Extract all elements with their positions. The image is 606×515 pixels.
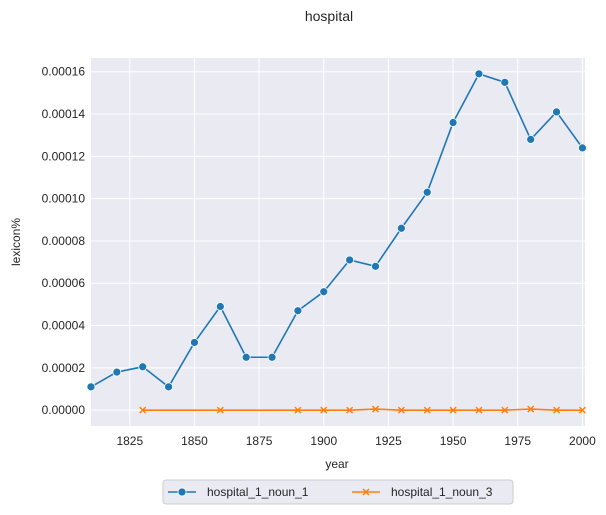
legend-marker-series-2 — [362, 488, 370, 496]
data-point — [578, 406, 586, 414]
data-point — [397, 406, 405, 414]
series-line — [90, 73, 584, 388]
y-tick-label: 0.00012 — [42, 149, 86, 163]
series-2 — [139, 405, 586, 414]
data-point — [526, 135, 536, 144]
y-axis-label: lexicon% — [9, 218, 23, 266]
series-line — [142, 408, 583, 411]
data-point — [112, 367, 122, 377]
x-tick-label: 1975 — [504, 434, 531, 448]
data-point — [371, 405, 380, 413]
data-point — [448, 118, 458, 127]
x-tick-labels: 1825 1850 1875 1900 1925 1950 1975 2000 — [116, 434, 596, 448]
x-tick-label: 1825 — [116, 434, 143, 448]
data-point — [449, 406, 457, 414]
data-point — [294, 406, 302, 414]
x-tick-label: 1950 — [440, 434, 467, 448]
data-point — [396, 223, 406, 233]
data-point — [138, 362, 148, 372]
data-point — [267, 352, 277, 362]
series-1 — [86, 69, 587, 392]
data-point — [293, 306, 303, 316]
data-point — [423, 406, 431, 414]
data-point — [475, 406, 483, 414]
data-point — [241, 352, 251, 362]
y-tick-labels: 0.00000 0.00002 0.00004 0.00006 0.00008 0.000… — [42, 65, 86, 417]
data-point — [422, 187, 432, 197]
data-point — [474, 69, 484, 79]
y-gridlines — [91, 71, 585, 411]
y-tick-label: 0.00008 — [42, 234, 86, 248]
y-tick-label: 0.00000 — [42, 403, 86, 417]
y-tick-label: 0.00010 — [42, 192, 86, 206]
y-tick-label: 0.00002 — [42, 361, 86, 375]
data-point — [215, 302, 225, 311]
series-layer — [86, 69, 587, 414]
legend-label-series-2: hospital_1_noun_3 — [391, 485, 493, 499]
x-tick-label: 1875 — [246, 434, 273, 448]
data-point — [552, 107, 561, 117]
data-point — [164, 382, 173, 392]
y-tick-label: 0.00006 — [42, 276, 86, 290]
legend-frame — [162, 479, 514, 505]
data-point — [371, 261, 380, 271]
x-axis-label: year — [325, 457, 348, 471]
legend-label-series-1: hospital_1_noun_1 — [207, 485, 309, 499]
data-point — [216, 406, 224, 414]
x-tick-label: 1900 — [310, 434, 337, 448]
data-point — [346, 406, 354, 414]
y-tick-label: 0.00016 — [42, 65, 86, 79]
x-tick-label: 1925 — [375, 434, 402, 448]
y-tick-label: 0.00014 — [42, 107, 86, 121]
x-tick-label: 1850 — [181, 434, 208, 448]
data-point — [190, 338, 199, 347]
x-tick-label: 2000 — [569, 434, 596, 448]
data-point — [139, 406, 147, 414]
data-point — [578, 143, 587, 153]
data-point — [501, 406, 509, 414]
chart-title: hospital — [305, 8, 353, 24]
data-point — [320, 406, 328, 414]
plot-background — [91, 58, 585, 426]
y-tick-label: 0.00004 — [42, 319, 86, 333]
data-point — [319, 287, 329, 297]
data-point — [500, 77, 510, 87]
data-point — [553, 406, 561, 414]
data-point — [345, 255, 355, 265]
data-point — [527, 405, 535, 413]
legend-marker-series-1 — [177, 487, 187, 497]
legend: hospital_1_noun_1 hospital_1_noun_3 — [162, 479, 514, 505]
data-point — [86, 382, 96, 392]
